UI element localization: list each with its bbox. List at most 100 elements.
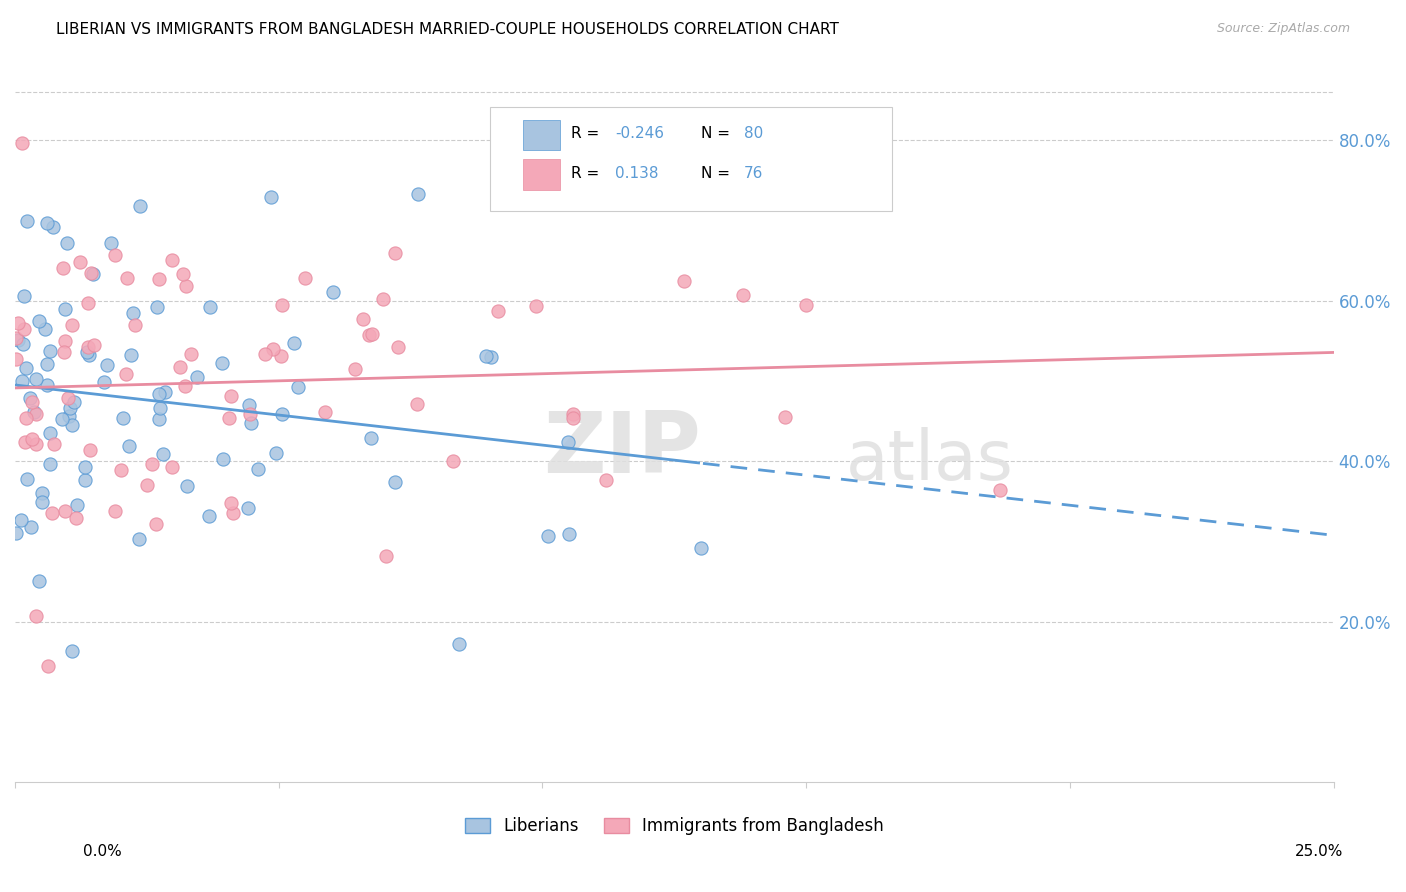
Liberians [42,219,65,234]
Liberians [53,301,76,316]
Text: -0.246: -0.246 [614,126,664,141]
Text: 0.138: 0.138 [614,166,658,181]
Immigrants from Bangladesh [24,609,46,624]
Immigrants from Bangladesh [124,318,146,333]
Liberians [63,395,86,409]
Liberians [211,356,233,370]
Legend: Liberians, Immigrants from Bangladesh: Liberians, Immigrants from Bangladesh [465,817,884,836]
Liberians [11,337,34,351]
Text: N =: N = [700,126,734,141]
Immigrants from Bangladesh [41,506,63,520]
Liberians [39,425,62,440]
Immigrants from Bangladesh [359,328,381,343]
Liberians [360,431,382,445]
Text: R =: R = [571,166,609,181]
Liberians [96,358,118,372]
Liberians [148,412,170,426]
Liberians [408,187,430,202]
Liberians [148,387,170,401]
Immigrants from Bangladesh [174,278,197,293]
Immigrants from Bangladesh [25,436,48,450]
Liberians [75,460,97,475]
Liberians [271,407,294,421]
Text: R =: R = [571,126,605,141]
Immigrants from Bangladesh [524,299,547,313]
Liberians [689,541,711,555]
Immigrants from Bangladesh [239,407,262,421]
FancyBboxPatch shape [523,160,560,190]
Liberians [66,498,89,512]
Text: 0.0%: 0.0% [83,845,122,859]
Liberians [558,526,581,541]
Liberians [322,285,344,299]
Immigrants from Bangladesh [314,405,336,419]
Liberians [120,348,142,362]
Immigrants from Bangladesh [53,504,76,518]
Liberians [384,475,406,489]
Immigrants from Bangladesh [160,459,183,474]
Liberians [20,520,42,534]
Liberians [247,462,270,476]
Liberians [93,376,115,390]
Immigrants from Bangladesh [441,454,464,468]
Immigrants from Bangladesh [352,311,374,326]
Immigrants from Bangladesh [56,391,79,405]
Immigrants from Bangladesh [148,272,170,286]
Liberians [73,473,96,487]
Text: 76: 76 [744,166,763,181]
Liberians [82,267,104,281]
Liberians [198,509,221,524]
Liberians [10,513,32,527]
Immigrants from Bangladesh [21,395,44,409]
Immigrants from Bangladesh [595,473,617,487]
FancyBboxPatch shape [489,106,891,211]
Liberians [56,235,79,250]
Liberians [24,372,46,386]
Immigrants from Bangladesh [271,298,294,312]
Immigrants from Bangladesh [794,298,817,312]
Liberians [18,391,41,405]
Liberians [112,411,135,425]
Immigrants from Bangladesh [373,292,395,306]
Immigrants from Bangladesh [486,304,509,318]
Liberians [474,350,496,364]
Liberians [447,637,470,651]
Text: N =: N = [700,166,734,181]
Liberians [146,300,169,314]
Immigrants from Bangladesh [65,511,87,525]
Text: LIBERIAN VS IMMIGRANTS FROM BANGLADESH MARRIED-COUPLE HOUSEHOLDS CORRELATION CHA: LIBERIAN VS IMMIGRANTS FROM BANGLADESH M… [56,22,839,37]
Liberians [238,398,260,412]
FancyBboxPatch shape [523,120,560,150]
Liberians [58,409,80,423]
Immigrants from Bangladesh [221,496,243,510]
Immigrants from Bangladesh [6,331,28,345]
Immigrants from Bangladesh [169,359,191,374]
Immigrants from Bangladesh [387,341,409,355]
Liberians [153,384,176,399]
Liberians [152,448,174,462]
Immigrants from Bangladesh [6,352,28,367]
Immigrants from Bangladesh [160,253,183,268]
Liberians [76,345,98,359]
Liberians [28,574,51,589]
Liberians [15,214,38,228]
Liberians [238,501,260,516]
Immigrants from Bangladesh [253,347,276,361]
Immigrants from Bangladesh [115,271,138,285]
Liberians [14,361,37,376]
Immigrants from Bangladesh [13,321,35,335]
Liberians [176,479,198,493]
Liberians [129,199,152,213]
Immigrants from Bangladesh [77,339,100,353]
Immigrants from Bangladesh [361,326,384,341]
Immigrants from Bangladesh [14,434,37,449]
Immigrants from Bangladesh [270,350,292,364]
Liberians [260,190,283,204]
Liberians [34,322,56,336]
Liberians [557,435,579,450]
Liberians [31,495,53,509]
Liberians [62,418,84,433]
Liberians [537,529,560,543]
Liberians [38,344,60,359]
Immigrants from Bangladesh [218,410,240,425]
